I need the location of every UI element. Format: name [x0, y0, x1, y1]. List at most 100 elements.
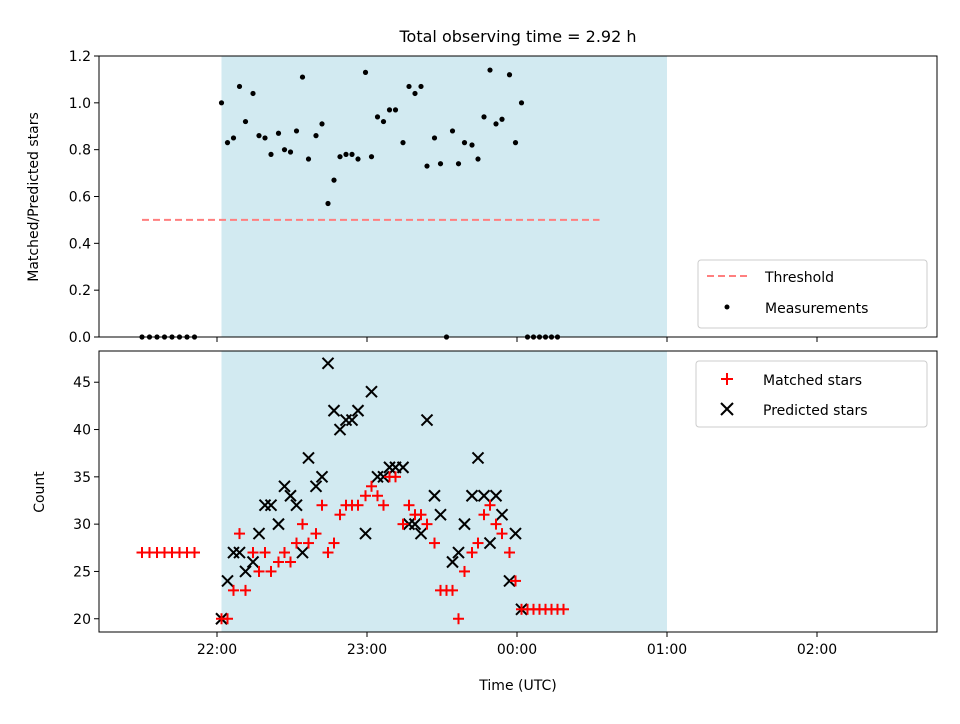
predicted-point	[477, 489, 491, 502]
measurement-point	[305, 156, 312, 162]
matched-point	[253, 565, 265, 577]
matched-point	[273, 556, 284, 568]
predicted-point	[252, 527, 266, 540]
matched-point	[360, 490, 371, 502]
bottom-y-tick-label: 20	[73, 612, 91, 628]
measurement-point	[293, 128, 300, 134]
measurement-point	[469, 142, 475, 148]
matched-point	[504, 547, 515, 559]
matched-point	[322, 547, 334, 559]
measurement-point	[355, 156, 361, 162]
matched-point	[303, 537, 314, 549]
predicted-point	[327, 404, 341, 417]
top-y-tick-label: 0.8	[69, 143, 91, 159]
predicted-point	[302, 451, 315, 465]
measurement-point	[400, 140, 406, 146]
legend-matched-swatch	[721, 373, 733, 385]
measurement-point	[349, 151, 355, 157]
x-tick-label: 02:00	[797, 642, 837, 658]
measurement-point	[406, 83, 412, 90]
measurement-point	[392, 107, 399, 113]
measurement-point	[418, 83, 424, 90]
matched-point	[366, 480, 377, 492]
measurement-point	[343, 151, 349, 157]
measurement-point	[487, 67, 493, 73]
measurement-point	[368, 154, 375, 160]
measurement-point	[268, 151, 274, 157]
matched-point	[328, 537, 340, 549]
predicted-point	[221, 574, 234, 588]
matched-point	[510, 575, 521, 587]
predicted-point	[420, 413, 434, 427]
top-y-axis-label: Matched/Predicted stars	[26, 112, 42, 282]
top-legend: Threshold Measurements	[697, 259, 928, 329]
legend-threshold-label: Threshold	[764, 270, 834, 286]
x-tick-label: 22:00	[197, 642, 237, 658]
predicted-point	[246, 555, 260, 569]
predicted-point	[458, 517, 471, 531]
measurement-point	[313, 133, 319, 139]
matched-point	[247, 547, 259, 559]
top-y-tick-label: 0.4	[69, 236, 91, 252]
matched-point	[234, 528, 245, 540]
legend-predicted-label: Predicted stars	[763, 403, 868, 419]
predicted-point	[503, 574, 516, 588]
measurement-point	[281, 147, 288, 153]
bottom-y-tick-label: 35	[73, 470, 91, 486]
predicted-point	[414, 527, 428, 540]
measurement-point	[475, 156, 481, 162]
measurement-point	[236, 83, 243, 90]
predicted-point	[264, 499, 278, 512]
matched-point	[334, 509, 346, 521]
predicted-point	[434, 508, 447, 521]
matched-point	[459, 565, 470, 577]
predicted-point	[321, 357, 335, 370]
matched-point	[240, 584, 251, 596]
measurement-point	[299, 74, 306, 80]
measurement-point	[461, 140, 468, 146]
predicted-point	[446, 555, 459, 569]
measurement-point	[493, 121, 499, 127]
matched-point	[291, 537, 302, 549]
matched-point	[484, 499, 496, 511]
predicted-point	[309, 480, 323, 493]
predicted-point	[296, 546, 309, 559]
matched-point	[490, 518, 502, 530]
measurement-point	[481, 114, 487, 120]
measurement-point	[250, 90, 256, 97]
matched-point	[429, 537, 440, 549]
predicted-point	[408, 517, 422, 531]
matched-point	[558, 603, 569, 615]
matched-point	[297, 518, 308, 530]
measurement-point	[337, 154, 343, 160]
bottom-y-tick-label: 45	[73, 375, 91, 391]
predicted-point	[239, 565, 252, 578]
measurement-point	[230, 135, 237, 141]
legend-measurements-swatch	[724, 304, 730, 310]
matched-point	[447, 584, 458, 596]
predicted-point	[278, 480, 291, 493]
measurement-point	[325, 200, 331, 207]
measurement-point	[499, 116, 505, 122]
matched-point	[279, 547, 290, 559]
bottom-plot-frame	[98, 350, 938, 633]
matched-point	[453, 613, 464, 625]
predicted-point	[396, 461, 410, 474]
predicted-point	[495, 508, 509, 521]
x-tick-label: 23:00	[347, 642, 387, 658]
measurement-point	[275, 130, 282, 136]
measurement-point	[242, 118, 249, 125]
matched-point	[421, 518, 433, 530]
matched-point	[352, 499, 364, 511]
predicted-point	[290, 499, 303, 512]
count-panel: 20 25 30 35 40 45 22:00 23:00 00:00 01:00 02:00 C…	[32, 350, 938, 694]
measurement-point	[512, 140, 519, 146]
matched-point	[310, 528, 322, 540]
bottom-y-axis-label: Count	[32, 471, 48, 513]
matched-point	[478, 509, 490, 521]
measurement-point	[374, 114, 381, 120]
predicted-point	[272, 517, 285, 531]
predicted-point	[333, 423, 347, 436]
predicted-point	[359, 527, 372, 540]
predicted-point	[428, 489, 441, 502]
